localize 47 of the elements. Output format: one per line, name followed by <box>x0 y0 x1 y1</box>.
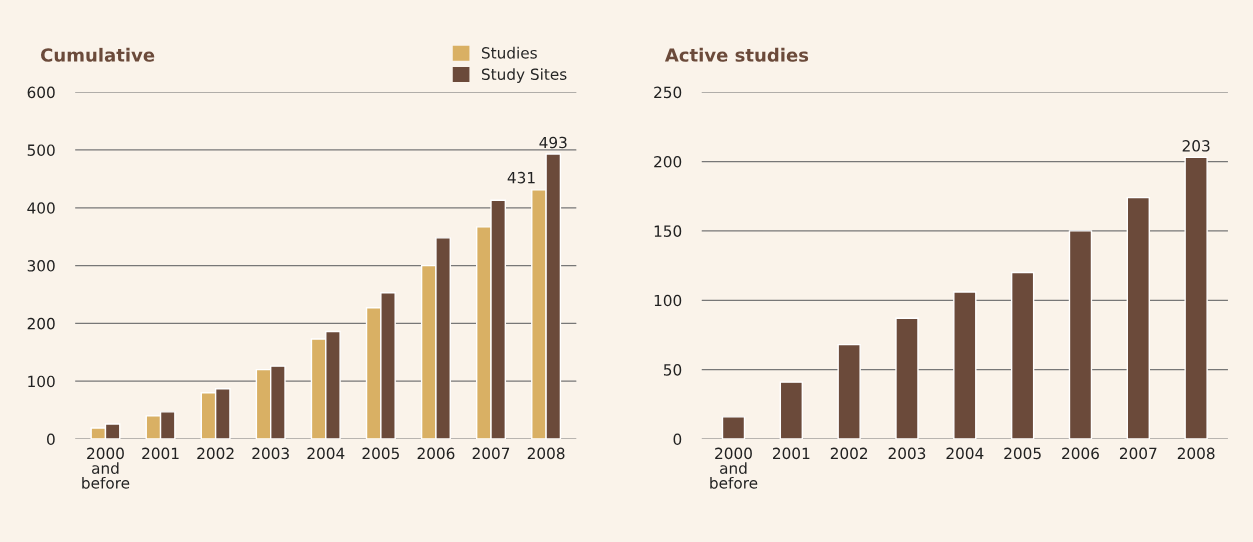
bar <box>953 291 977 440</box>
x-tick-label: 2003 <box>252 447 289 460</box>
x-tick-label: 2007 <box>472 447 510 460</box>
x-tick-label: 2001 <box>773 447 810 460</box>
x-tick-label: 2000 and before <box>710 447 758 489</box>
y-tick-label: 600 <box>27 86 55 99</box>
x-tick-label: 2002 <box>830 447 868 460</box>
bar <box>1068 230 1093 440</box>
x-tick-label: 2004 <box>307 447 345 460</box>
x-tick-label: 2005 <box>362 447 399 460</box>
bar <box>1184 156 1208 440</box>
data-label: 203 <box>1182 140 1210 152</box>
x-tick-label: 2008 <box>527 447 565 460</box>
x-tick-label: 2000 and before <box>82 447 130 489</box>
y-tick-label: 250 <box>654 86 682 99</box>
y-tick-label: 0 <box>673 433 682 446</box>
bar <box>1126 196 1150 440</box>
x-tick-label: 2002 <box>197 447 234 460</box>
x-tick-label: 2004 <box>946 447 984 460</box>
legend-label: Studies <box>481 46 537 59</box>
y-tick-label: 200 <box>654 155 682 168</box>
y-tick-label: 50 <box>663 364 682 376</box>
chart-title: Active studies <box>664 47 809 62</box>
x-tick-label: 2005 <box>1004 447 1041 460</box>
x-tick-label: 2003 <box>888 447 926 460</box>
x-tick-label: 2006 <box>1062 447 1099 460</box>
y-tick-label: 0 <box>47 433 55 446</box>
y-tick-label: 150 <box>654 225 682 237</box>
y-tick-label: 100 <box>28 375 55 388</box>
data-label: 493 <box>539 136 567 149</box>
y-tick-label: 200 <box>27 317 55 330</box>
y-tick-label: 100 <box>654 294 682 307</box>
x-tick-label: 2006 <box>417 447 455 460</box>
x-tick-label: 2007 <box>1119 447 1157 460</box>
x-tick-label: 2008 <box>1177 447 1215 460</box>
y-tick-label: 400 <box>27 202 55 214</box>
y-tick-label: 500 <box>27 144 55 156</box>
y-tick-label: 300 <box>27 260 55 272</box>
bar <box>837 343 861 440</box>
legend-label: Study Sites <box>481 68 567 83</box>
chart-title: Cumulative <box>41 47 155 62</box>
bar <box>779 381 804 440</box>
data-label: 431 <box>507 171 535 184</box>
x-tick-label: 2001 <box>142 447 179 460</box>
bar <box>1010 271 1035 440</box>
bar <box>721 416 746 440</box>
bar <box>895 317 919 440</box>
